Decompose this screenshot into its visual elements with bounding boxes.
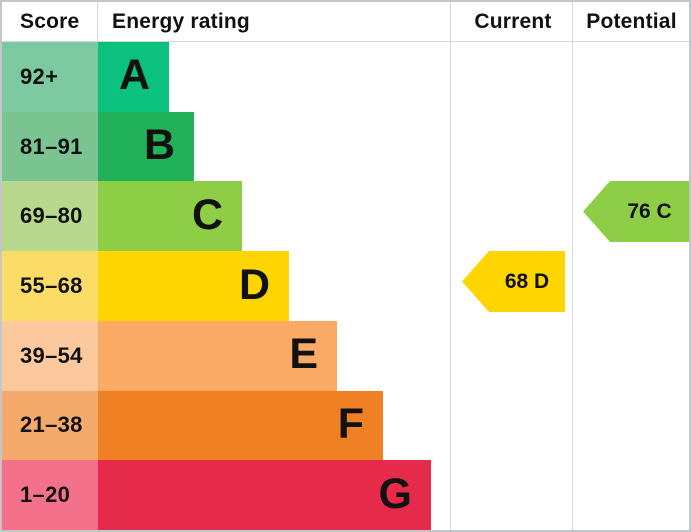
potential-rating-label: 76 C xyxy=(627,199,672,223)
rating-bar: E xyxy=(98,320,337,391)
rating-bar: B xyxy=(98,111,194,182)
current-column-divider xyxy=(450,2,451,530)
score-cell: 1–20 xyxy=(2,460,98,530)
rating-bar: G xyxy=(98,460,431,530)
rating-letter: E xyxy=(289,330,318,379)
score-range-label: 81–91 xyxy=(20,133,83,159)
band-row-g: 1–20 G xyxy=(2,460,689,530)
rating-letter: B xyxy=(143,121,175,170)
rating-bar: F xyxy=(98,390,383,461)
score-cell: 69–80 xyxy=(2,181,98,252)
score-cell: 39–54 xyxy=(2,320,98,391)
score-cell: 81–91 xyxy=(2,111,98,182)
band-row-e: 39–54 E xyxy=(2,320,689,391)
rating-bar: D xyxy=(98,251,289,321)
current-rating-label: 68 D xyxy=(504,269,550,293)
score-range-label: 1–20 xyxy=(20,482,71,508)
score-cell: 21–38 xyxy=(2,390,98,461)
rating-letter: D xyxy=(238,260,270,309)
energy-rating-column-header: Energy rating xyxy=(112,9,250,33)
band-row-c: 69–80 C xyxy=(2,181,689,252)
rating-letter: G xyxy=(378,469,412,518)
score-column-header: Score xyxy=(2,2,98,41)
score-cell: 55–68 xyxy=(2,251,98,321)
rating-letter: C xyxy=(191,190,223,239)
score-cell: 92+ xyxy=(2,42,98,112)
band-row-d: 55–68 D xyxy=(2,251,689,321)
score-range-label: 55–68 xyxy=(20,273,83,299)
score-range-label: 92+ xyxy=(20,63,59,89)
rating-letter: A xyxy=(118,51,150,100)
chart-header: Score Energy rating Current Potential xyxy=(2,2,689,42)
current-column-header: Current xyxy=(474,9,552,33)
band-row-f: 21–38 F xyxy=(2,390,689,461)
score-range-label: 21–38 xyxy=(20,412,83,438)
rating-bar: C xyxy=(98,181,242,252)
score-range-label: 69–80 xyxy=(20,203,83,229)
band-row-a: 92+ A xyxy=(2,42,689,112)
band-row-b: 81–91 B xyxy=(2,111,689,182)
potential-column-header: Potential xyxy=(586,9,677,33)
score-range-label: 39–54 xyxy=(20,342,83,368)
potential-column-divider xyxy=(572,2,573,530)
rating-letter: F xyxy=(337,399,364,448)
rating-bands: 92+ A 81–91 B 69–80 C 55–68 xyxy=(2,42,689,530)
rating-bar: A xyxy=(98,42,169,112)
